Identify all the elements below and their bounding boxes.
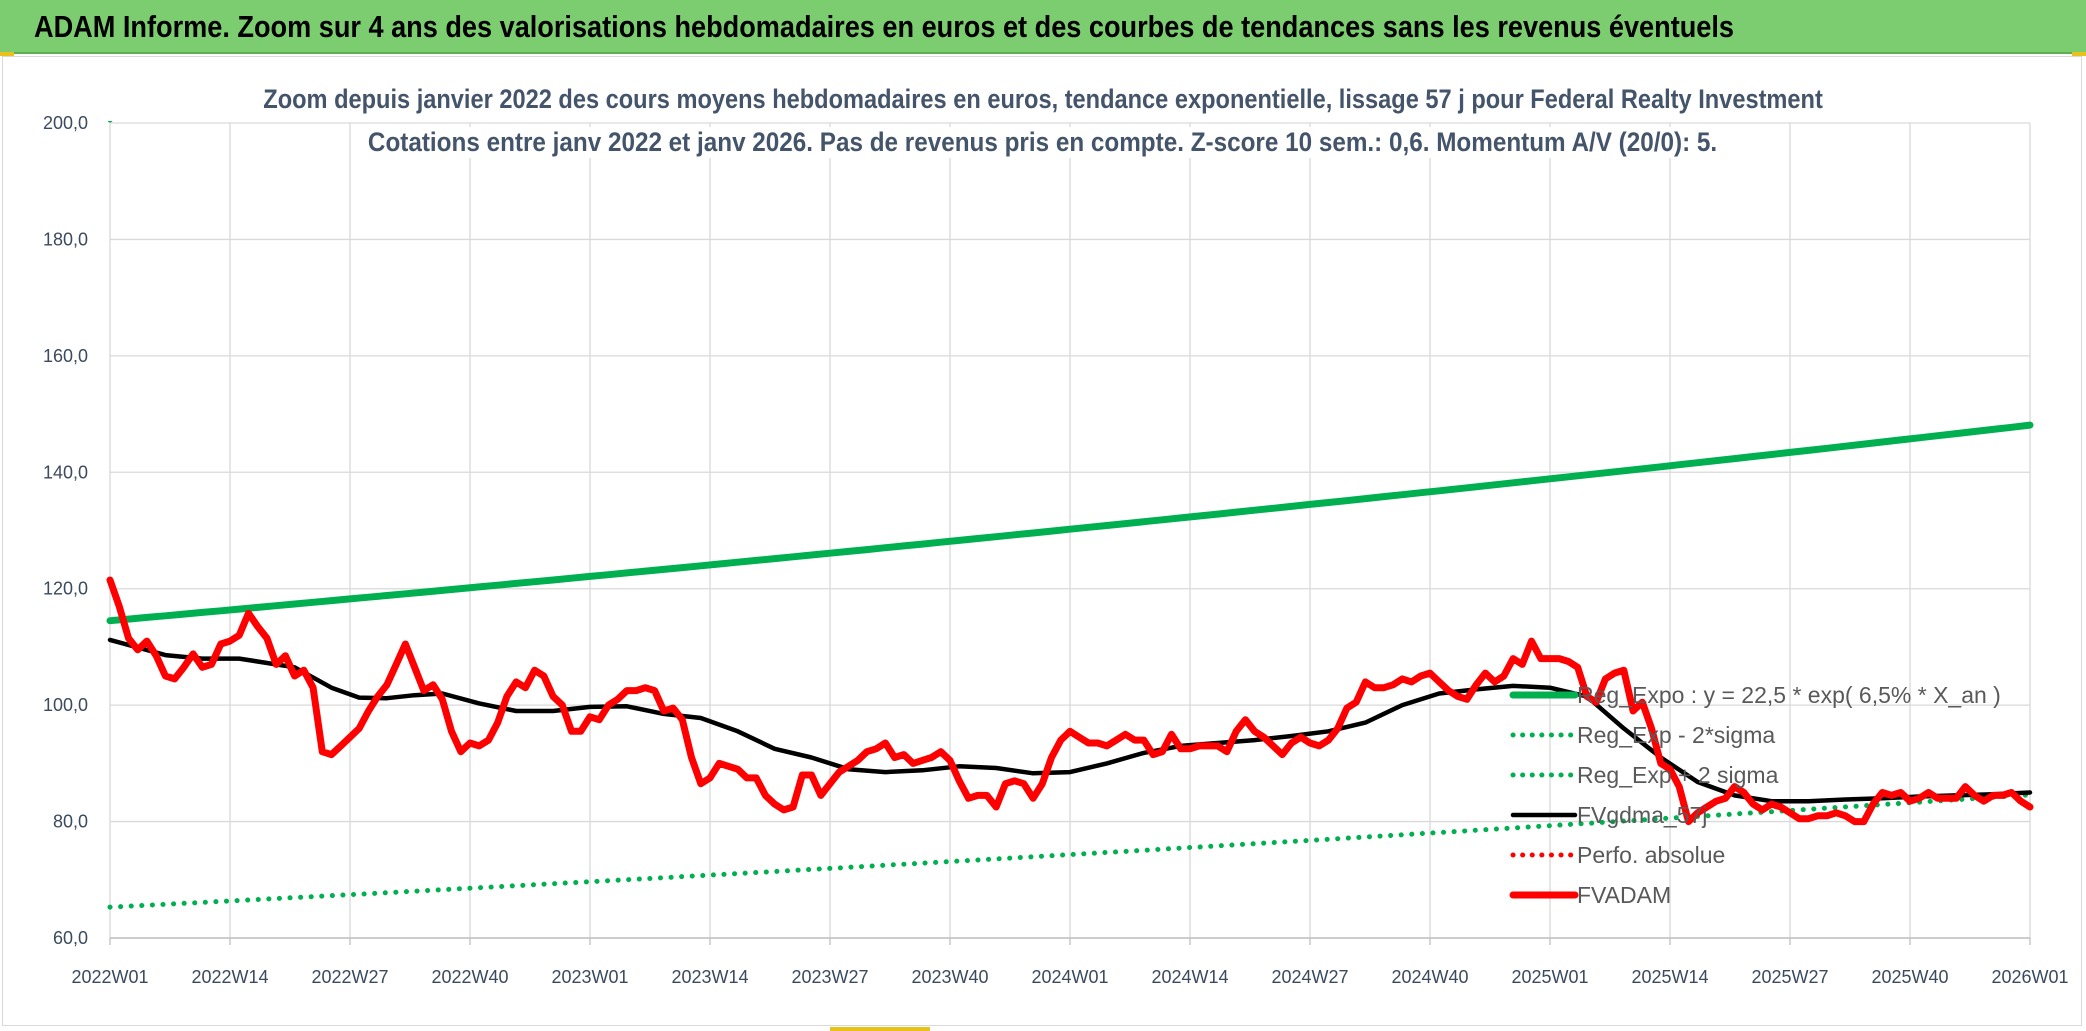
chart-frame	[2, 56, 2082, 1026]
legend-label: Reg_Exp + 2 sigma	[1577, 762, 1779, 788]
y-tick-label: 140,0	[43, 462, 88, 482]
x-tick-label: 2022W01	[71, 967, 148, 987]
series-line-reg-exp-2-sigma	[107, 792, 2033, 910]
banner-accent-left	[0, 52, 14, 56]
x-tick-label: 2024W27	[1271, 967, 1348, 987]
legend-label: FVADAM	[1577, 882, 1671, 908]
x-tick-label: 2025W14	[1631, 967, 1708, 987]
x-tick-label: 2026W01	[1991, 967, 2068, 987]
report-banner: ADAM Informe. Zoom sur 4 ans des valoris…	[0, 0, 2086, 54]
chart-title: Zoom depuis janvier 2022 des cours moyen…	[257, 84, 1828, 115]
series-layer	[106, 121, 2034, 910]
x-tick-label: 2025W01	[1511, 967, 1588, 987]
x-tick-label: 2023W01	[551, 967, 628, 987]
legend-label: FVgdma_57j	[1577, 802, 1707, 828]
chart-subtitle: Cotations entre janv 2022 et janv 2026. …	[363, 127, 1723, 158]
legend-layer: Reg_Expo : y = 22,5 * exp( 6,5% * X_an )…	[1509, 682, 2001, 908]
x-tick-label: 2025W27	[1751, 967, 1828, 987]
axis-layer: 60,0 80,0 100,0 120,0 140,0 160,0 180,0 200,0 20…	[43, 113, 2069, 987]
x-tick-label: 2022W14	[191, 967, 268, 987]
x-tick-label: 2025W40	[1871, 967, 1948, 987]
y-tick-label: 120,0	[43, 579, 88, 599]
x-tick-label: 2023W14	[671, 967, 748, 987]
y-tick-label: 80,0	[53, 812, 88, 832]
y-tick-label: 60,0	[53, 928, 88, 948]
y-tick-label: 200,0	[43, 113, 88, 133]
bottom-accent	[830, 1027, 930, 1031]
series-line-reg-expo-y-22-5-exp-6-5-x-an-	[106, 421, 2034, 625]
legend-label: Reg_Expo : y = 22,5 * exp( 6,5% * X_an )	[1577, 682, 2001, 708]
x-tick-label: 2024W14	[1151, 967, 1228, 987]
legend-label: Perfo. absolue	[1577, 842, 1725, 868]
series-line-fvgdma-57j	[107, 637, 2033, 804]
series-line-fvadam	[106, 576, 2034, 826]
banner-accent-right	[2072, 52, 2086, 56]
chart-title-line: Zoom depuis janvier 2022 des cours moyen…	[0, 84, 2086, 115]
report-title: ADAM Informe. Zoom sur 4 ans des valoris…	[34, 9, 1734, 44]
chart-subtitle-line: Cotations entre janv 2022 et janv 2026. …	[0, 127, 2086, 158]
legend-label: Reg_Exp - 2*sigma	[1577, 722, 1775, 748]
x-tick-label: 2022W27	[311, 967, 388, 987]
y-tick-label: 160,0	[43, 346, 88, 366]
x-tick-label: 2022W40	[431, 967, 508, 987]
y-tick-label: 180,0	[43, 229, 88, 249]
grid-layer	[109, 122, 2031, 939]
x-tick-label: 2024W01	[1031, 967, 1108, 987]
y-tick-label: 100,0	[43, 695, 88, 715]
x-tick-label: 2024W40	[1391, 967, 1468, 987]
x-tick-label: 2023W27	[791, 967, 868, 987]
x-tick-label: 2023W40	[911, 967, 988, 987]
